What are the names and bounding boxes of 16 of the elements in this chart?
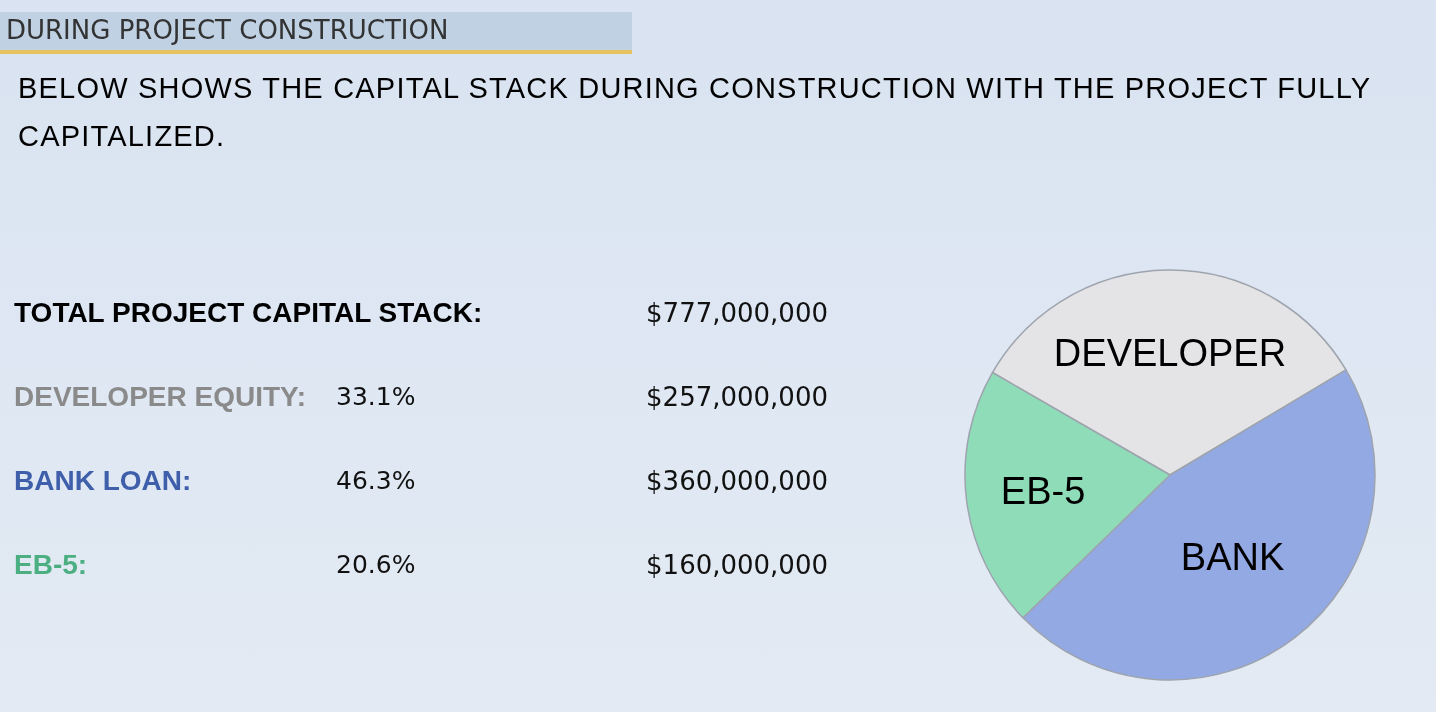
- slice-label: EB-5: [1000, 469, 1086, 512]
- text: BANK LOAN:: [14, 464, 192, 498]
- text: BELOW SHOWS THE CAPITAL STACK DURING CONSTRUCTION WITH THE PROJECT FULLY CAPITALIZED.: [18, 71, 1372, 154]
- text: 46.3%: [336, 465, 416, 497]
- slice-label: BANK: [1180, 535, 1285, 578]
- text: $777,000,000: [646, 297, 828, 330]
- text: 33.1%: [336, 381, 416, 413]
- text: DEVELOPER EQUITY:: [14, 380, 306, 414]
- text: DURING PROJECT CONSTRUCTION: [6, 15, 449, 45]
- text: $360,000,000: [646, 465, 828, 498]
- text: $257,000,000: [646, 381, 828, 414]
- slice-label: DEVELOPER: [1053, 331, 1287, 374]
- text: 20.6%: [336, 549, 416, 581]
- text: TOTAL PROJECT CAPITAL STACK:: [14, 296, 483, 330]
- text: EB-5:: [14, 548, 88, 582]
- text: $160,000,000: [646, 549, 828, 582]
